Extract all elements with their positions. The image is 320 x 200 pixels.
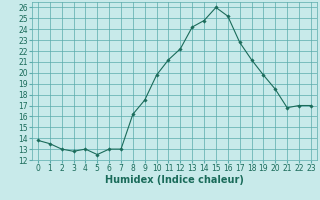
X-axis label: Humidex (Indice chaleur): Humidex (Indice chaleur) — [105, 175, 244, 185]
